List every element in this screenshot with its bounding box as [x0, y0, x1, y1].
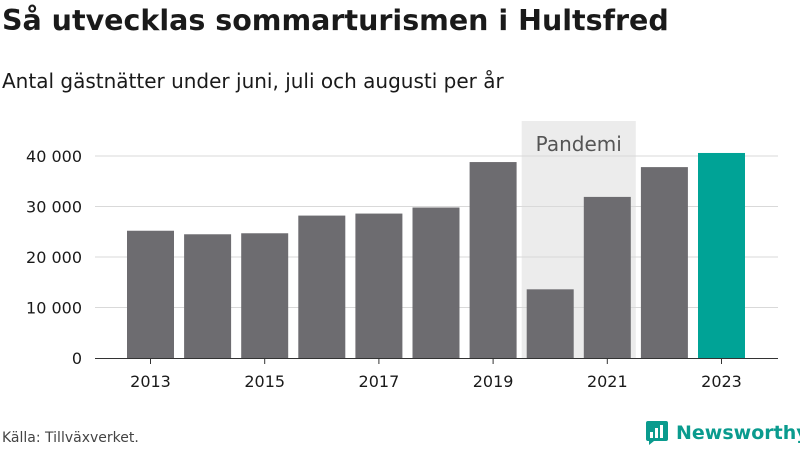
- bar-2022: [640, 167, 688, 358]
- x-tick-label: 2021: [587, 372, 628, 391]
- bar-2013: [127, 230, 174, 358]
- newsworthy-logo[interactable]: Newsworthy: [645, 420, 800, 446]
- chat-bars-icon: [646, 421, 668, 445]
- x-tick-label: 2015: [244, 372, 285, 391]
- y-axis-labels: 0 10 000 20 000 30 000 40 000: [26, 147, 82, 368]
- source-note: Källa: Tillväxverket.: [2, 430, 139, 446]
- brand-name: Newsworthy: [676, 422, 800, 444]
- y-tick-label: 10 000: [26, 299, 82, 318]
- bars: [127, 152, 745, 358]
- pandemic-band-label: Pandemi: [536, 132, 622, 156]
- y-tick-label: 0: [72, 349, 82, 368]
- bar-2016: [298, 215, 346, 358]
- x-tick-label: 2017: [359, 372, 400, 391]
- bar-2018: [412, 207, 460, 358]
- bar-2015: [241, 233, 289, 358]
- x-tick-label: 2023: [701, 372, 742, 391]
- y-tick-label: 40 000: [26, 147, 82, 166]
- x-tick-label: 2019: [473, 372, 514, 391]
- bar-2021: [583, 196, 631, 358]
- chart-subtitle: Antal gästnätter under juni, juli och au…: [2, 69, 504, 93]
- y-tick-label: 30 000: [26, 198, 82, 217]
- chart-title: Så utvecklas sommarturismen i Hultsfred: [2, 4, 669, 37]
- bar-2017: [355, 213, 403, 358]
- x-axis: 2013 2015 2017 2019 2021 2023: [95, 358, 778, 391]
- bar-2014: [184, 234, 232, 358]
- y-tick-label: 20 000: [26, 248, 82, 267]
- x-tick-label: 2013: [130, 372, 171, 391]
- bar-2023: [698, 152, 745, 358]
- bar-2019: [469, 162, 517, 358]
- bar-2020: [526, 289, 574, 358]
